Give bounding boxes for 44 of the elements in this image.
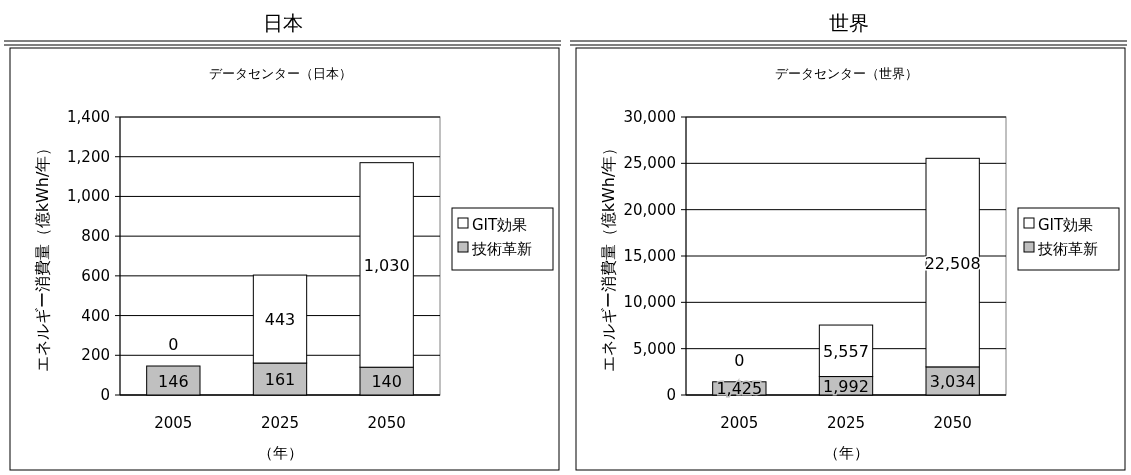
legend-label: 技術革新 <box>1037 240 1098 258</box>
x-axis-title: （年） <box>823 444 869 462</box>
x-tick-label: 2005 <box>154 414 193 432</box>
y-tick-label: 400 <box>81 306 110 325</box>
data-label: 1,030 <box>363 255 410 275</box>
x-axis-title: （年） <box>257 444 303 462</box>
legend-label: GIT効果 <box>472 216 528 234</box>
y-tick-label: 0 <box>666 386 676 404</box>
legend-label: GIT効果 <box>1038 216 1094 234</box>
y-tick-label: 15,000 <box>623 247 676 265</box>
x-tick-label: 2025 <box>260 414 300 432</box>
x-tick-label: 2050 <box>933 414 972 432</box>
y-tick-label: 800 <box>81 227 110 246</box>
chart-subtitle: データセンター（世界） <box>774 66 918 81</box>
y-tick-label: 1,000 <box>67 187 110 206</box>
data-label: 1,992 <box>823 376 869 396</box>
data-label: 0 <box>168 335 179 355</box>
y-tick-label: 200 <box>81 346 110 365</box>
data-label: 443 <box>264 310 296 330</box>
chart-title: 日本 <box>262 11 303 35</box>
y-axis-title: エネルギー消費量（億kWh/年） <box>33 139 52 373</box>
x-tick-label: 2050 <box>367 414 406 432</box>
y-tick-label: 30,000 <box>623 108 676 126</box>
y-tick-label: 5,000 <box>633 339 676 358</box>
legend-label: 技術革新 <box>471 240 532 258</box>
data-label: 5,557 <box>823 341 869 361</box>
chart-title: 世界 <box>828 11 869 35</box>
data-label: 161 <box>264 370 296 390</box>
data-label: 0 <box>734 350 745 370</box>
y-axis-title: エネルギー消費量（億kWh/年） <box>599 139 618 373</box>
x-tick-label: 2005 <box>720 414 759 432</box>
y-tick-label: 0 <box>100 386 110 404</box>
y-tick-label: 1,400 <box>67 108 110 126</box>
data-label: 146 <box>158 371 189 391</box>
x-tick-label: 2025 <box>826 414 866 432</box>
y-tick-label: 10,000 <box>623 293 676 312</box>
data-label: 1,425 <box>716 379 763 399</box>
y-tick-label: 20,000 <box>623 200 676 219</box>
y-tick-label: 25,000 <box>623 154 676 173</box>
y-tick-label: 600 <box>81 266 110 285</box>
chart-subtitle: データセンター（日本） <box>208 66 352 81</box>
data-label: 140 <box>371 372 402 392</box>
data-label: 3,034 <box>929 371 976 391</box>
y-tick-label: 1,200 <box>67 147 110 166</box>
